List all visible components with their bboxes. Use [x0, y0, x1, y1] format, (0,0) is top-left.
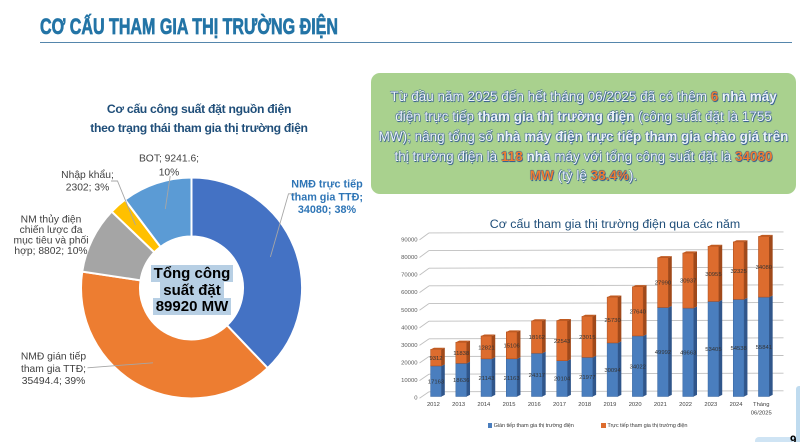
- svg-text:30955: 30955: [705, 272, 722, 278]
- svg-text:2012: 2012: [427, 402, 440, 408]
- svg-text:21143: 21143: [478, 376, 495, 382]
- svg-text:49992: 49992: [655, 350, 671, 356]
- svg-text:2019: 2019: [603, 402, 616, 408]
- svg-text:54538: 54538: [730, 346, 747, 352]
- svg-text:2015: 2015: [503, 402, 516, 408]
- svg-text:23015: 23015: [579, 335, 596, 341]
- svg-text:BOT; 9241.6;: BOT; 9241.6;: [139, 154, 199, 165]
- svg-text:NMĐ trực tiếp: NMĐ trực tiếp: [291, 179, 363, 191]
- svg-text:10000: 10000: [401, 378, 418, 384]
- svg-text:22543: 22543: [554, 339, 571, 345]
- svg-text:24317: 24317: [529, 373, 545, 379]
- svg-text:21163: 21163: [504, 376, 521, 382]
- svg-text:18162: 18162: [529, 335, 545, 341]
- svg-text:53405: 53405: [705, 347, 722, 353]
- svg-text:11838: 11838: [453, 351, 470, 357]
- svg-text:mục tiêu và phối: mục tiêu và phối: [14, 235, 89, 247]
- svg-text:35494.4; 39%: 35494.4; 39%: [22, 376, 86, 387]
- svg-text:34080; 38%: 34080; 38%: [298, 204, 357, 216]
- svg-text:30000: 30000: [401, 343, 418, 349]
- svg-text:70000: 70000: [401, 273, 418, 279]
- svg-text:2018: 2018: [578, 402, 591, 408]
- svg-text:2024: 2024: [730, 402, 744, 408]
- svg-text:2017: 2017: [553, 402, 566, 408]
- svg-text:15106: 15106: [503, 343, 520, 349]
- svg-text:chiến lược đa: chiến lược đa: [20, 224, 83, 236]
- svg-text:2022: 2022: [679, 402, 692, 408]
- svg-text:Nhập khẩu;: Nhập khẩu;: [61, 169, 114, 181]
- svg-text:20000: 20000: [401, 361, 418, 367]
- svg-text:34022: 34022: [630, 364, 646, 370]
- svg-text:25730: 25730: [604, 318, 621, 324]
- svg-text:2014: 2014: [477, 402, 491, 408]
- svg-text:06/2025: 06/2025: [751, 410, 772, 416]
- svg-text:12821: 12821: [478, 346, 494, 352]
- svg-text:32325: 32325: [730, 269, 747, 275]
- svg-text:21977: 21977: [579, 375, 595, 381]
- svg-text:40000: 40000: [401, 325, 418, 331]
- svg-text:NM thủy điện: NM thủy điện: [21, 213, 82, 225]
- svg-text:9312: 9312: [429, 356, 442, 362]
- svg-text:20104: 20104: [554, 377, 571, 383]
- svg-text:27990: 27990: [655, 281, 672, 287]
- svg-text:2016: 2016: [528, 402, 541, 408]
- svg-text:90000: 90000: [401, 237, 418, 243]
- svg-text:30937: 30937: [680, 279, 696, 285]
- svg-text:0: 0: [414, 396, 418, 402]
- svg-text:27640: 27640: [630, 309, 647, 315]
- svg-text:NMĐ gián tiếp: NMĐ gián tiếp: [21, 351, 87, 363]
- svg-text:2302; 3%: 2302; 3%: [66, 183, 110, 194]
- svg-text:18636: 18636: [453, 378, 470, 384]
- svg-text:tham gia TTĐ;: tham gia TTĐ;: [291, 191, 363, 203]
- svg-text:30094: 30094: [604, 368, 621, 374]
- svg-text:55841: 55841: [756, 345, 772, 351]
- svg-text:2023: 2023: [704, 402, 717, 408]
- svg-text:2013: 2013: [452, 402, 465, 408]
- svg-text:60000: 60000: [401, 290, 418, 296]
- svg-text:10%: 10%: [159, 167, 180, 178]
- svg-text:50000: 50000: [401, 308, 418, 314]
- svg-text:2020: 2020: [629, 402, 642, 408]
- svg-text:34080: 34080: [756, 265, 773, 271]
- svg-text:Tháng: Tháng: [753, 402, 769, 408]
- svg-text:17163: 17163: [428, 379, 445, 385]
- svg-text:49663: 49663: [680, 350, 697, 356]
- svg-text:2021: 2021: [654, 402, 667, 408]
- svg-text:80000: 80000: [401, 255, 418, 261]
- svg-text:tham gia TTĐ;: tham gia TTĐ;: [21, 364, 86, 375]
- svg-text:hợp; 8802; 10%: hợp; 8802; 10%: [14, 246, 87, 257]
